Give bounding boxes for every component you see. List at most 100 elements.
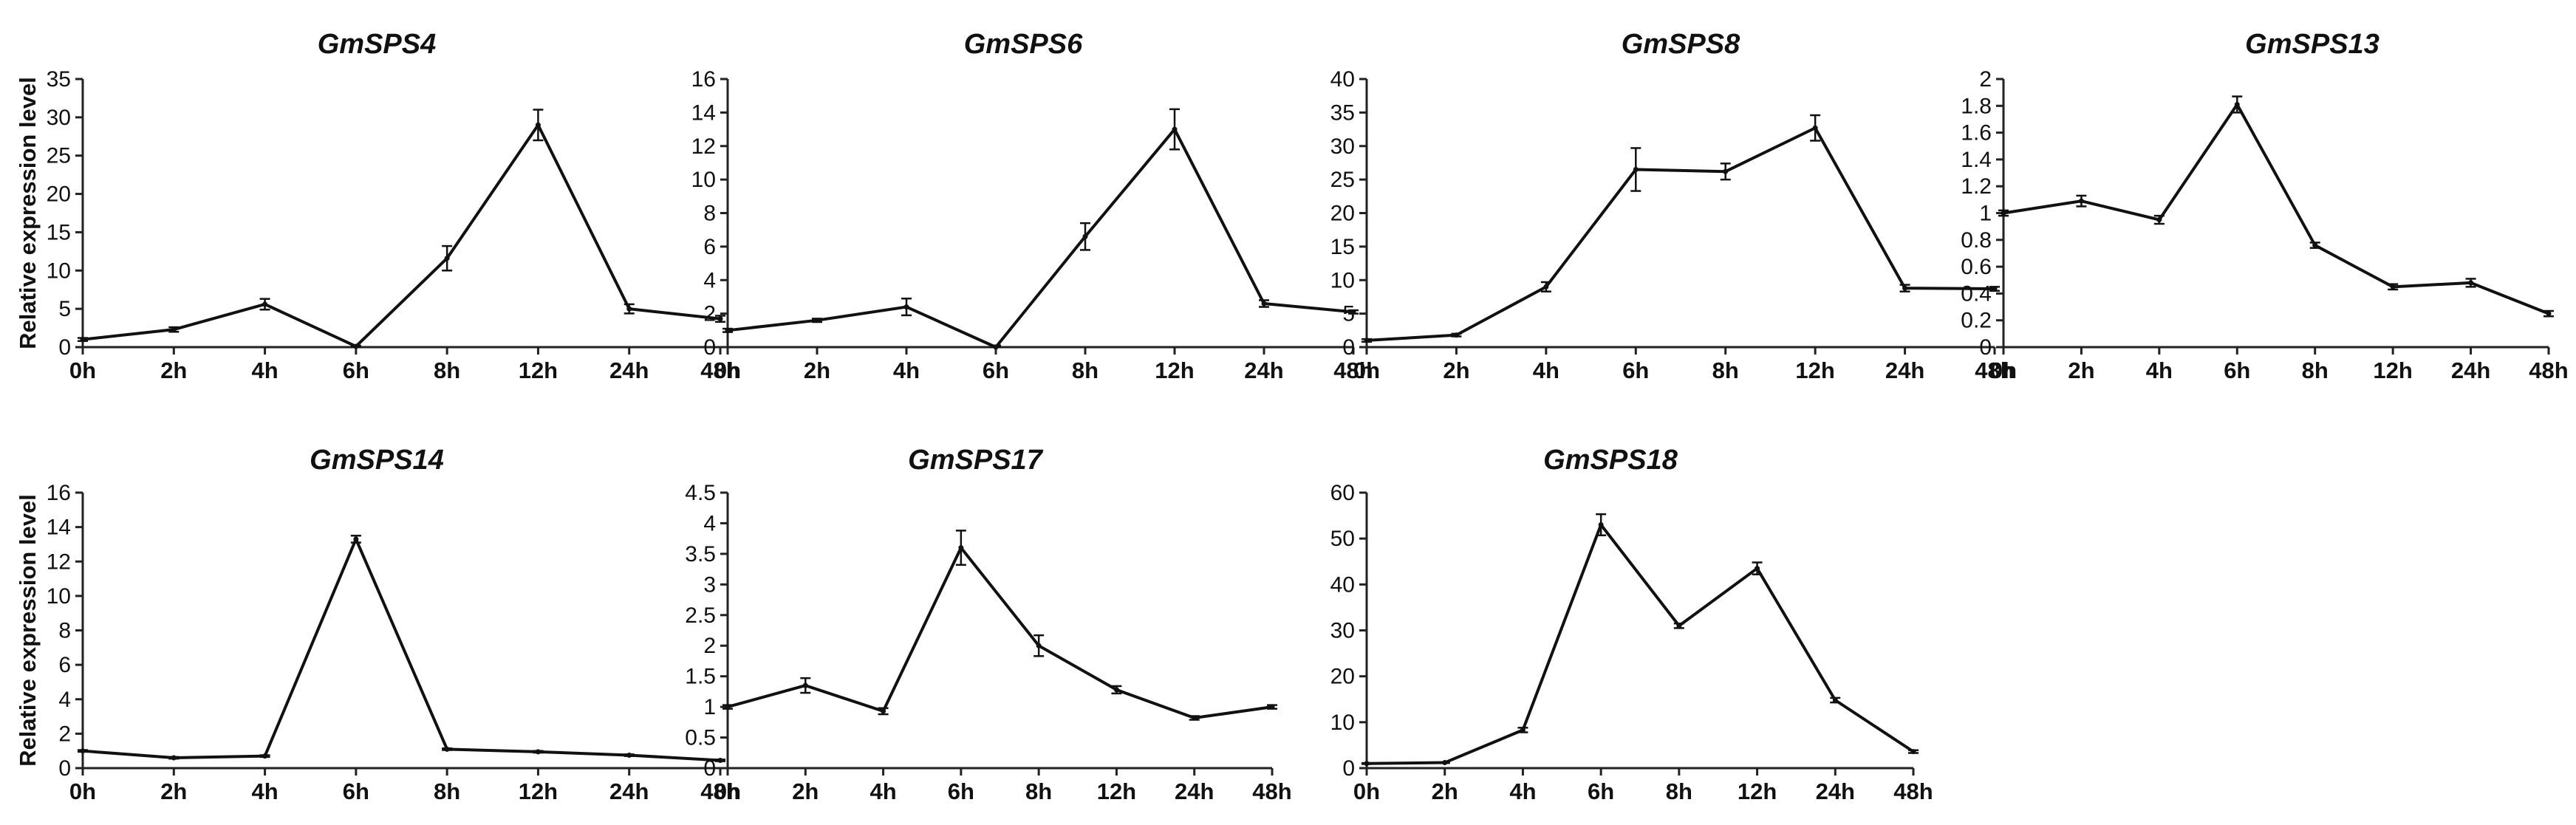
y-tick-label: 0.8 — [1961, 228, 1992, 253]
y-tick-label: 35 — [47, 67, 71, 92]
x-tick-label: 4h — [251, 357, 278, 383]
x-tick-label: 48h — [1252, 778, 1291, 804]
y-tick-label: 16 — [47, 481, 71, 505]
x-tick-label: 0h — [1353, 357, 1380, 383]
y-tick-label: 1.4 — [1961, 148, 1992, 172]
y-tick-label: 2 — [58, 722, 71, 746]
y-tick-label: 2 — [1979, 67, 1992, 92]
x-tick-label: 8h — [1072, 357, 1099, 383]
data-point — [1812, 125, 1818, 131]
x-tick-label: 8h — [1712, 357, 1739, 383]
y-tick-label: 50 — [1330, 527, 1355, 551]
chart-panel-2: GmSPS6 0 2 4 6 8 10 12 14 16 0h 2h 4h 6h 8h 12h 24h 48h — [691, 29, 1373, 383]
x-tick-label: 0h — [69, 357, 96, 383]
data-point — [1261, 301, 1267, 307]
series-line — [2003, 103, 2549, 315]
data-point — [353, 536, 359, 542]
data-point — [814, 318, 820, 324]
y-tick-label: 1.2 — [1961, 174, 1992, 199]
y-tick-label: 4 — [58, 688, 71, 712]
data-point — [1598, 522, 1604, 528]
y-tick-label: 1 — [1979, 202, 1992, 226]
y-tick-label: 6 — [703, 235, 716, 259]
series-line — [82, 537, 721, 762]
data-point — [1364, 761, 1370, 767]
data-point — [2001, 210, 2006, 216]
x-tick-label: 12h — [2373, 357, 2412, 383]
data-point — [1036, 643, 1042, 648]
data-point — [444, 256, 450, 261]
y-tick-label: 2 — [703, 634, 716, 658]
data-point — [535, 122, 541, 128]
x-tick-label: 48h — [1975, 357, 2014, 383]
data-point — [1992, 286, 1998, 292]
x-tick-label: 0h — [714, 778, 741, 804]
y-tick-label: 10 — [47, 584, 71, 609]
data-point — [626, 306, 632, 312]
x-tick-label: 48h — [700, 778, 739, 804]
y-tick-label: 14 — [691, 100, 716, 125]
x-tick-label: 8h — [1666, 778, 1692, 804]
x-tick-label: 0h — [1353, 778, 1380, 804]
data-point — [1633, 167, 1639, 173]
data-point — [1442, 760, 1448, 766]
y-tick-label: 0.6 — [1961, 255, 1992, 279]
y-tick-label: 4 — [703, 511, 716, 535]
x-tick-label: 8h — [1025, 778, 1052, 804]
data-point — [2078, 198, 2084, 204]
y-tick-label: 35 — [1330, 100, 1355, 125]
y-tick-label: 12 — [691, 134, 716, 159]
x-tick-label: 8h — [434, 357, 460, 383]
y-tick-label: 5 — [58, 297, 71, 321]
data-point — [2156, 217, 2162, 223]
y-tick-label: 8 — [703, 202, 716, 226]
x-tick-label: 2h — [792, 778, 819, 804]
x-tick-label: 6h — [948, 778, 974, 804]
data-point — [2312, 242, 2318, 248]
data-point — [1910, 749, 1916, 755]
x-tick-label: 12h — [1795, 357, 1834, 383]
y-axis-title: Relative expression level — [15, 494, 41, 767]
data-point — [1364, 338, 1370, 343]
x-tick-label: 12h — [1097, 778, 1136, 804]
y-tick-label: 5 — [1342, 302, 1355, 326]
x-tick-label: 24h — [1885, 357, 1924, 383]
chart-title: GmSPS8 — [1622, 29, 1740, 60]
data-point — [802, 682, 808, 688]
series-line — [1366, 126, 1995, 342]
data-point — [626, 753, 632, 759]
y-tick-label: 1.8 — [1961, 94, 1992, 118]
y-tick-label: 30 — [1330, 619, 1355, 643]
data-point — [262, 301, 268, 307]
data-point — [1192, 715, 1198, 721]
x-tick-label: 12h — [519, 357, 558, 383]
data-point — [1113, 687, 1119, 693]
y-tick-label: 14 — [47, 516, 71, 540]
y-tick-label: 10 — [1330, 268, 1355, 292]
x-tick-label: 48h — [1333, 357, 1373, 383]
x-tick-label: 24h — [609, 357, 649, 383]
data-point — [1676, 623, 1682, 629]
y-tick-label: 0.5 — [685, 726, 716, 750]
x-tick-label: 48h — [1893, 778, 1933, 804]
y-tick-label: 0 — [1979, 335, 1992, 360]
y-tick-label: 10 — [1330, 711, 1355, 735]
x-tick-label: 6h — [1622, 357, 1649, 383]
y-tick-label: 30 — [47, 106, 71, 130]
data-point — [1832, 697, 1838, 703]
x-tick-label: 48h — [700, 357, 739, 383]
data-point — [80, 337, 86, 343]
y-tick-label: 12 — [47, 550, 71, 574]
y-tick-label: 15 — [47, 220, 71, 244]
series-line — [727, 128, 1354, 349]
x-tick-label: 24h — [1244, 357, 1283, 383]
data-point — [535, 749, 541, 755]
data-point — [2546, 311, 2552, 317]
y-tick-label: 25 — [47, 144, 71, 168]
y-tick-label: 3 — [703, 572, 716, 597]
y-tick-label: 0.2 — [1961, 309, 1992, 333]
y-tick-label: 10 — [47, 259, 71, 283]
y-tick-label: 0 — [58, 756, 71, 781]
